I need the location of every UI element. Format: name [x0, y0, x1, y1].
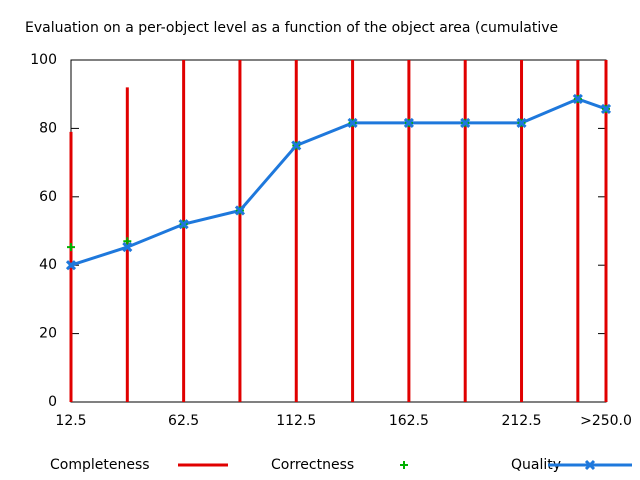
point-marker [178, 219, 189, 230]
x-tick-label: 162.5 [389, 413, 429, 429]
y-tick-label: 40 [39, 257, 57, 273]
legend-key [400, 461, 408, 469]
point-marker [123, 237, 132, 246]
y-tick-label: 60 [39, 189, 57, 205]
point-marker [291, 140, 302, 151]
point-marker [403, 117, 414, 128]
point-marker [122, 242, 133, 253]
point-marker [67, 243, 75, 252]
legend-key [584, 459, 596, 471]
y-tick-label: 80 [39, 120, 57, 136]
legend-label: Quality [511, 457, 561, 473]
point-marker [234, 205, 246, 216]
point-marker [572, 93, 583, 105]
point-marker [600, 103, 612, 114]
x-tick-label: >250.0 [580, 413, 632, 429]
x-tick-label: 112.5 [276, 413, 316, 429]
x-tick-label: 12.5 [55, 413, 86, 429]
chart-title: Evaluation on a per-object level as a fu… [25, 20, 558, 36]
point-marker [516, 117, 527, 128]
point-marker [347, 117, 358, 128]
x-tick-label: 62.5 [168, 413, 199, 429]
legend-label: Correctness [271, 457, 354, 473]
y-tick-label: 0 [48, 394, 57, 410]
y-tick-label: 100 [30, 52, 57, 68]
x-tick-label: 212.5 [501, 413, 541, 429]
point-marker [460, 117, 471, 128]
legend-label: Completeness [50, 457, 150, 473]
point-marker [65, 260, 77, 271]
y-tick-label: 20 [39, 326, 57, 342]
